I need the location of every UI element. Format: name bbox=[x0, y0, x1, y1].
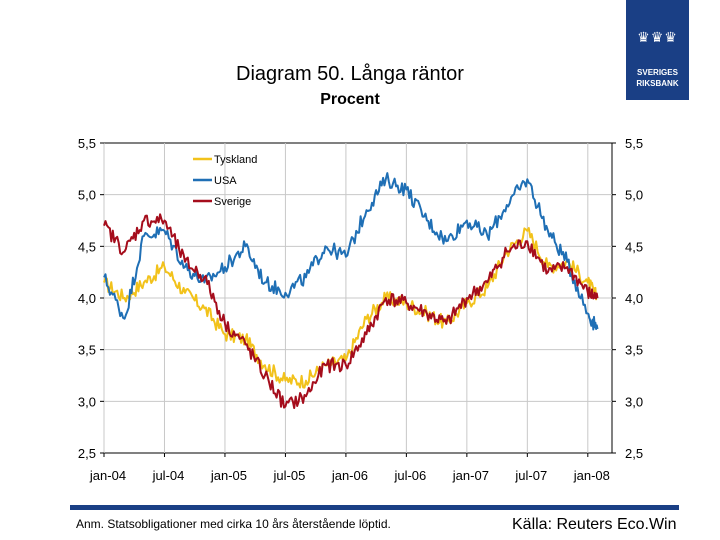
legend: Tyskland USA Sverige bbox=[193, 154, 257, 208]
y-tick-label-right: 4,5 bbox=[625, 239, 643, 254]
y-tick-label-right: 2,5 bbox=[625, 446, 643, 461]
y-tick-label-left: 4,0 bbox=[78, 291, 96, 306]
y-tick-label-left: 5,0 bbox=[78, 188, 96, 203]
x-tick-label: jul-07 bbox=[514, 468, 547, 483]
series-line-tyskland bbox=[103, 227, 599, 389]
logo-text-line2: RIKSBANK bbox=[636, 79, 679, 88]
y-tick-label-left: 5,5 bbox=[78, 136, 96, 151]
y-tick-label-left: 4,5 bbox=[78, 239, 96, 254]
legend-label-sverige: Sverige bbox=[214, 196, 251, 208]
x-tick-label: jan-08 bbox=[573, 468, 610, 483]
y-tick-label-right: 5,5 bbox=[625, 136, 643, 151]
y-axis-left: 5,5 5,0 4,5 4,0 3,5 3,0 2,5 bbox=[78, 136, 104, 461]
crown-icon: ♛♛♛ bbox=[637, 30, 678, 46]
x-tick-label: jan-04 bbox=[89, 468, 126, 483]
y-tick-label-left: 3,0 bbox=[78, 394, 96, 409]
logo-text-line1: SVERIGES bbox=[637, 68, 678, 77]
x-tick-label: jul-04 bbox=[152, 468, 185, 483]
footnote: Anm. Statsobligationer med cirka 10 års … bbox=[76, 517, 391, 531]
series-lines bbox=[103, 172, 599, 409]
y-axis-right: 5,5 5,0 4,5 4,0 3,5 3,0 2,5 bbox=[612, 136, 643, 461]
legend-label-usa: USA bbox=[214, 175, 237, 187]
x-tick-label: jul-06 bbox=[393, 468, 426, 483]
line-chart: 5,5 5,0 4,5 4,0 3,5 3,0 2,5 5,5 5,0 4,5 4,0 3,5 3,0… bbox=[78, 136, 643, 483]
footer-rule bbox=[70, 505, 679, 510]
x-axis: jan-04 jul-04 jan-05 jul-05 jan-06 jul-06 jan-… bbox=[89, 453, 610, 483]
chart-title: Diagram 50. Långa räntor bbox=[236, 63, 464, 85]
x-tick-label: jan-07 bbox=[452, 468, 489, 483]
riksbank-logo: ♛♛♛ SVERIGES RIKSBANK bbox=[626, 0, 689, 100]
x-tick-label: jan-05 bbox=[210, 468, 247, 483]
series-line-usa bbox=[103, 172, 599, 331]
y-tick-label-left: 2,5 bbox=[78, 446, 96, 461]
y-tick-label-right: 4,0 bbox=[625, 291, 643, 306]
source-label: Källa: Reuters Eco.Win bbox=[512, 516, 677, 533]
x-tick-label: jan-06 bbox=[331, 468, 368, 483]
x-tick-label: jul-05 bbox=[273, 468, 306, 483]
chart-subtitle: Procent bbox=[320, 91, 380, 108]
y-tick-label-right: 5,0 bbox=[625, 188, 643, 203]
series-line-sverige bbox=[103, 213, 599, 409]
legend-label-tyskland: Tyskland bbox=[214, 154, 257, 166]
y-tick-label-right: 3,5 bbox=[625, 343, 643, 358]
y-tick-label-right: 3,0 bbox=[625, 394, 643, 409]
y-tick-label-left: 3,5 bbox=[78, 343, 96, 358]
